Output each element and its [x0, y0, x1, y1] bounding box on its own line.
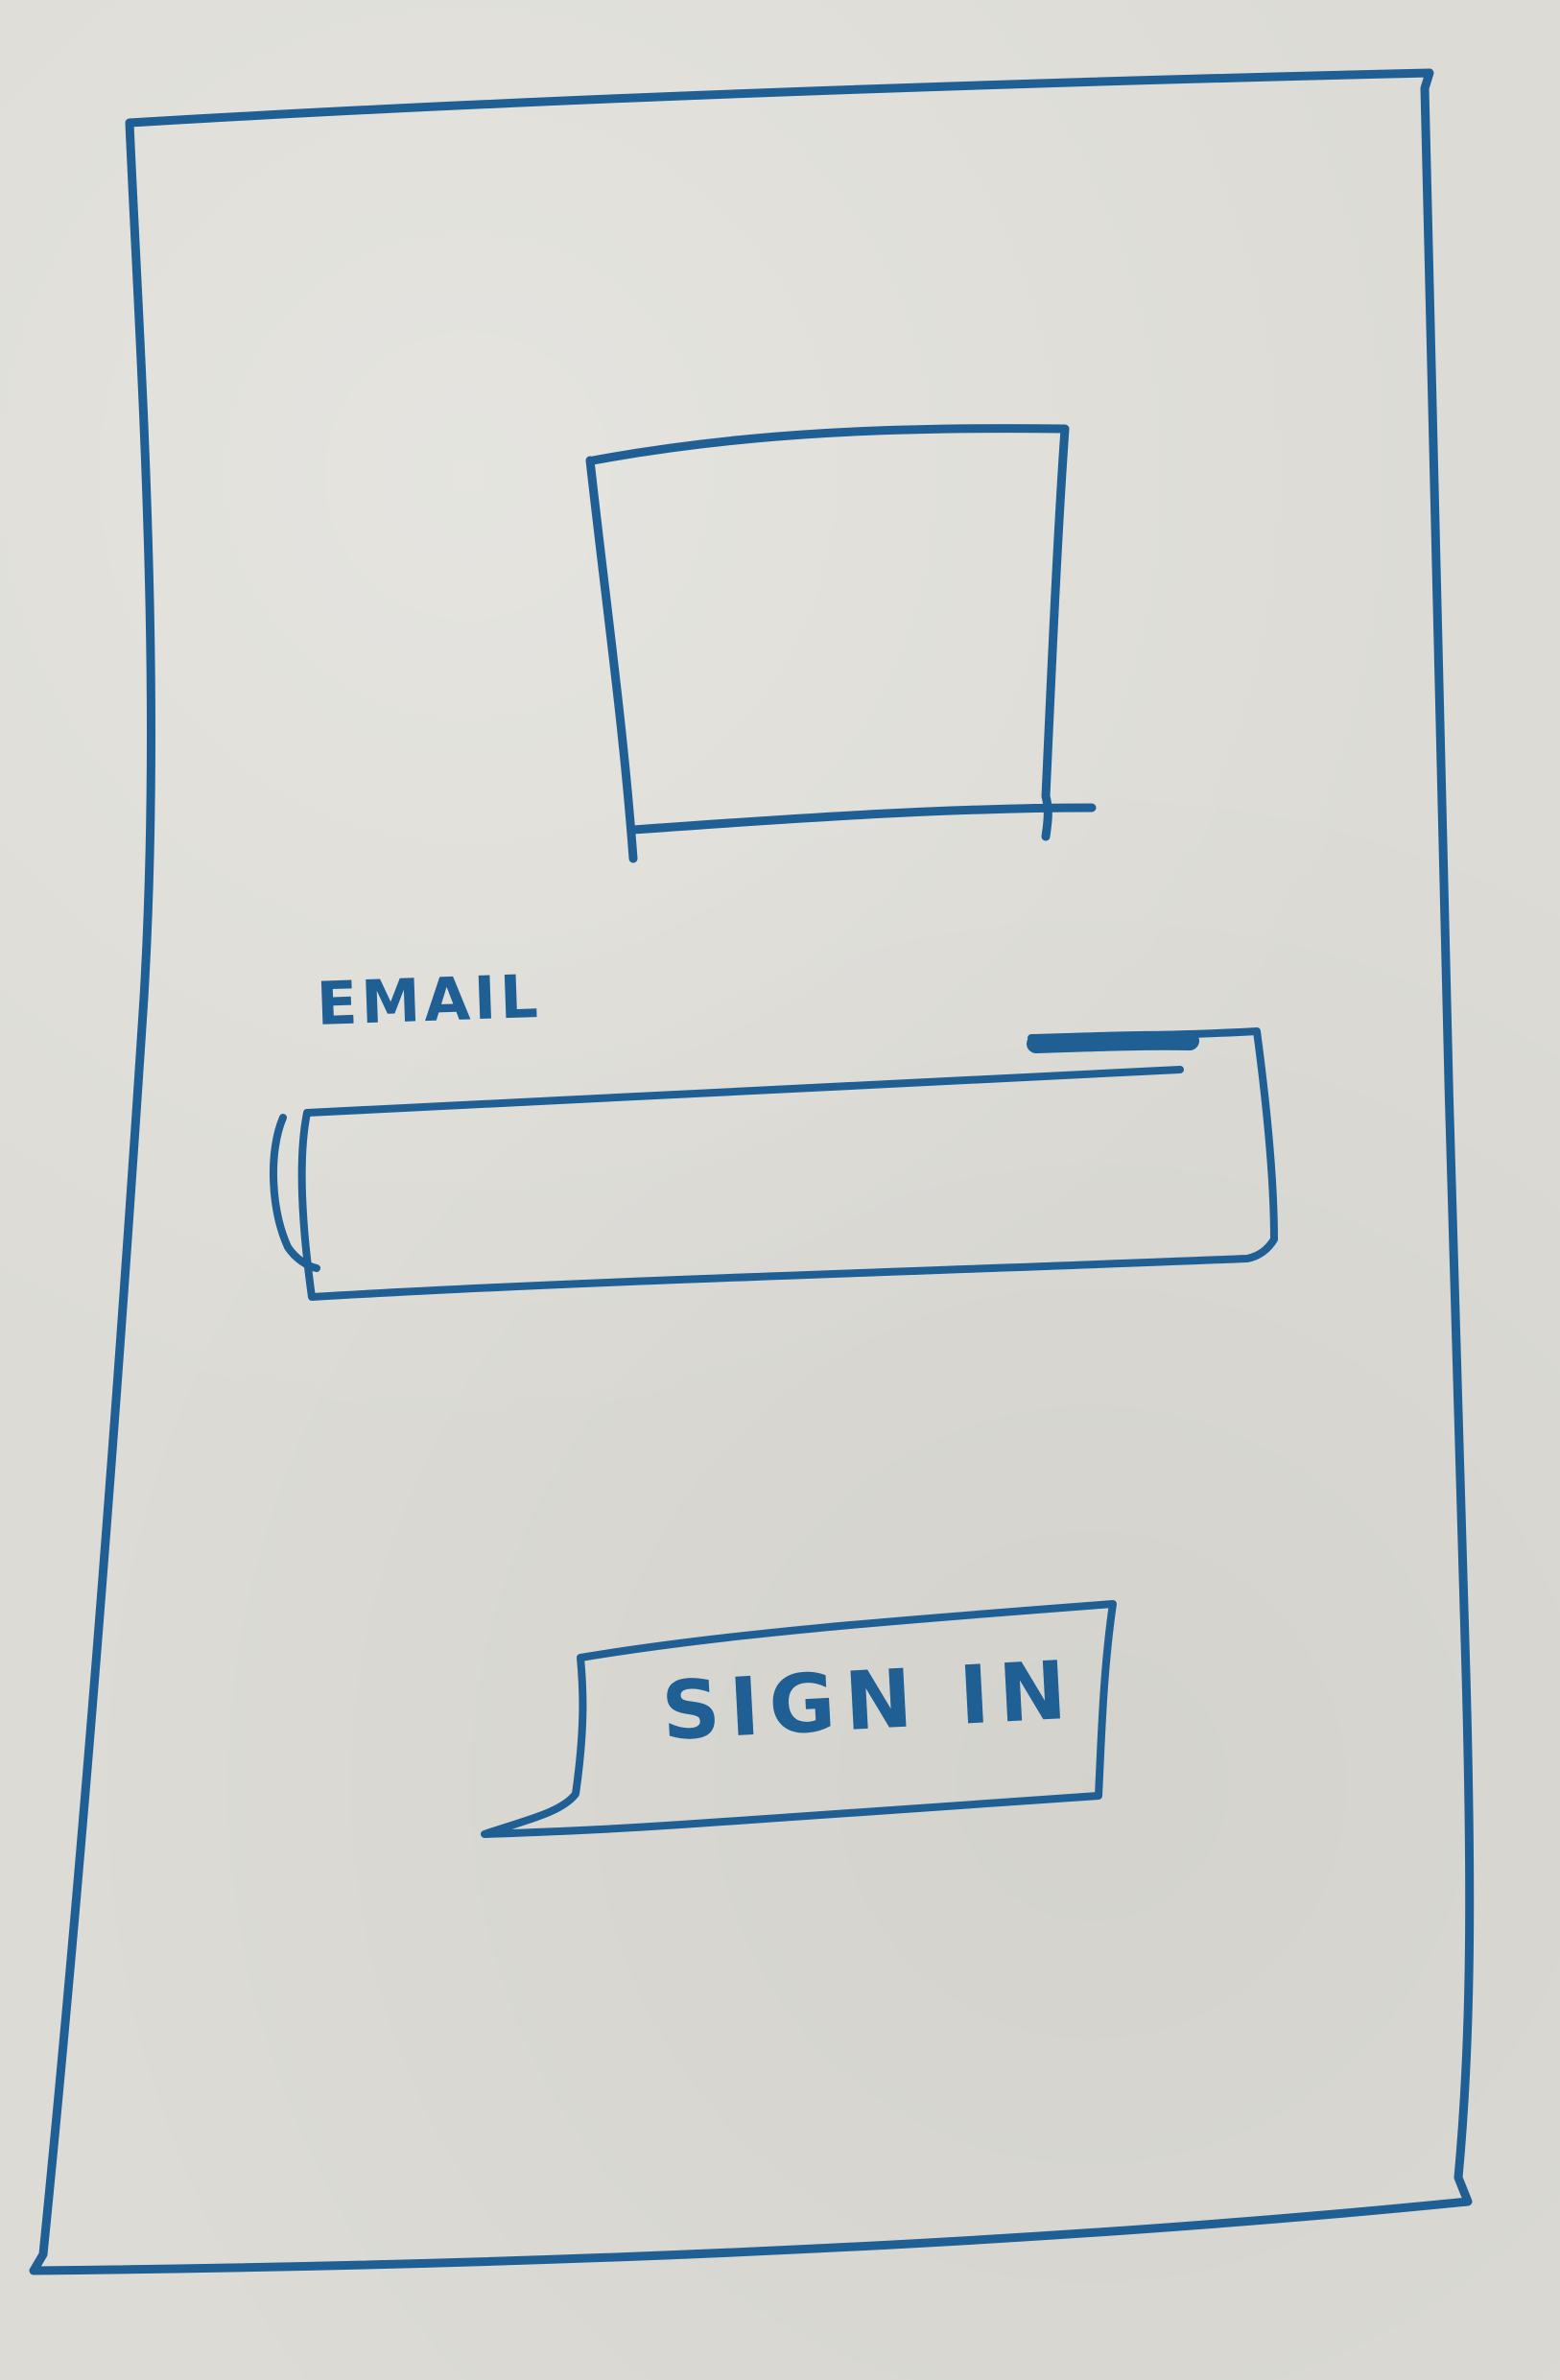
email-input-smudge [1027, 1030, 1199, 1053]
email-label: EMAIL [315, 960, 543, 1039]
sign-in-button[interactable] [585, 1607, 1103, 1808]
email-input[interactable] [302, 1084, 1262, 1266]
logo-placeholder [585, 424, 1097, 863]
signin-button-outline [481, 1600, 1117, 1838]
phone-frame [29, 68, 1475, 2275]
